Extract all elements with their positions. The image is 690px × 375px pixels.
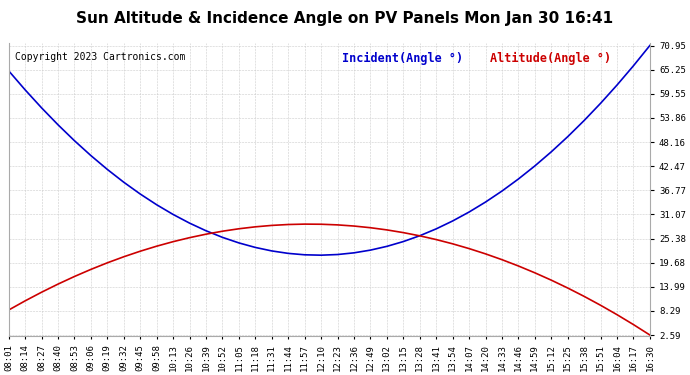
Text: Copyright 2023 Cartronics.com: Copyright 2023 Cartronics.com — [15, 52, 186, 62]
Text: Incident(Angle °): Incident(Angle °) — [342, 52, 463, 65]
Text: Altitude(Angle °): Altitude(Angle °) — [490, 52, 611, 65]
Text: Sun Altitude & Incidence Angle on PV Panels Mon Jan 30 16:41: Sun Altitude & Incidence Angle on PV Pan… — [77, 11, 613, 26]
